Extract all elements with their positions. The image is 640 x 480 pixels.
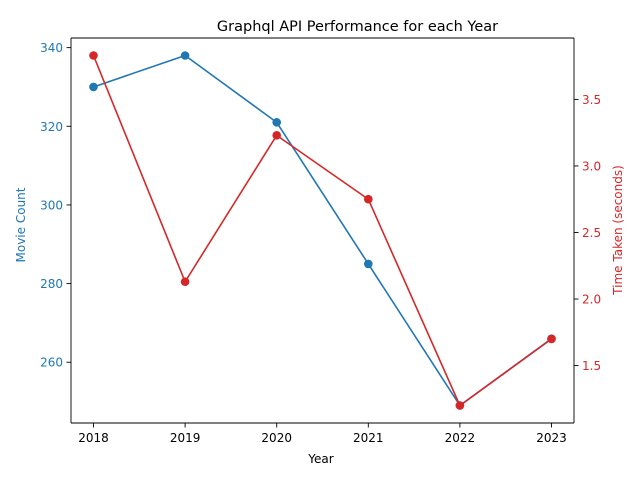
left-axis-series-line xyxy=(93,54,552,407)
x-tick-label-2022: 2022 xyxy=(445,431,476,445)
left-axis-series-point-2018 xyxy=(89,82,98,92)
right-axis-series-point-2022 xyxy=(455,401,465,410)
left-y-tick-label-320: 320 xyxy=(40,120,63,134)
left-y-tick-label-260: 260 xyxy=(40,356,63,370)
right-axis-series-point-2019 xyxy=(180,277,190,287)
right-y-tick-label-2.0: 2.0 xyxy=(582,293,601,307)
right-y-tick-label-1.5: 1.5 xyxy=(582,359,601,373)
left-y-tick-label-280: 280 xyxy=(40,277,63,291)
right-y-tick-label-2.5: 2.5 xyxy=(582,226,601,240)
chart-title: Graphql API Performance for each Year xyxy=(217,19,498,35)
left-y-axis-label: Movie Count xyxy=(14,187,28,262)
right-y-tick-label-3.0: 3.0 xyxy=(582,159,601,173)
x-tick-label-2023: 2023 xyxy=(536,431,567,445)
left-y-tick-label-300: 300 xyxy=(40,198,63,212)
left-axis-series-point-2021 xyxy=(364,259,373,269)
right-axis-series-point-2018 xyxy=(89,51,98,60)
right-y-axis-label: Time Taken (seconds) xyxy=(611,165,625,296)
x-tick-label-2021: 2021 xyxy=(353,431,384,445)
right-axis-series-point-2020 xyxy=(272,131,282,140)
left-y-tick-label-340: 340 xyxy=(40,41,63,55)
right-axis-series-point-2023 xyxy=(547,334,556,344)
right-axis-series-point-2021 xyxy=(364,194,373,204)
x-tick-label-2020: 2020 xyxy=(261,431,292,445)
right-axis-series-line xyxy=(92,55,552,407)
right-y-tick-label-3.5: 3.5 xyxy=(582,93,601,107)
x-axis-label: Year xyxy=(307,452,333,466)
x-tick-label-2019: 2019 xyxy=(170,431,201,445)
left-axis-series-point-2020 xyxy=(272,118,282,127)
left-axis-series-point-2019 xyxy=(180,51,190,60)
x-tick-label-2018: 2018 xyxy=(78,431,109,445)
